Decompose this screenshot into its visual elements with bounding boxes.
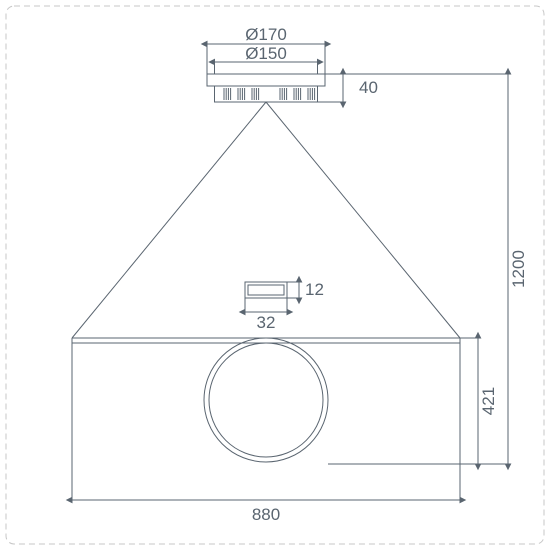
svg-text:Ø150: Ø150 [245,44,287,63]
svg-text:32: 32 [257,313,276,332]
svg-text:421: 421 [479,387,498,415]
svg-text:12: 12 [305,280,324,299]
svg-text:1200: 1200 [509,250,528,288]
svg-text:40: 40 [359,78,378,97]
svg-text:Ø170: Ø170 [245,25,287,44]
svg-text:880: 880 [252,505,280,524]
